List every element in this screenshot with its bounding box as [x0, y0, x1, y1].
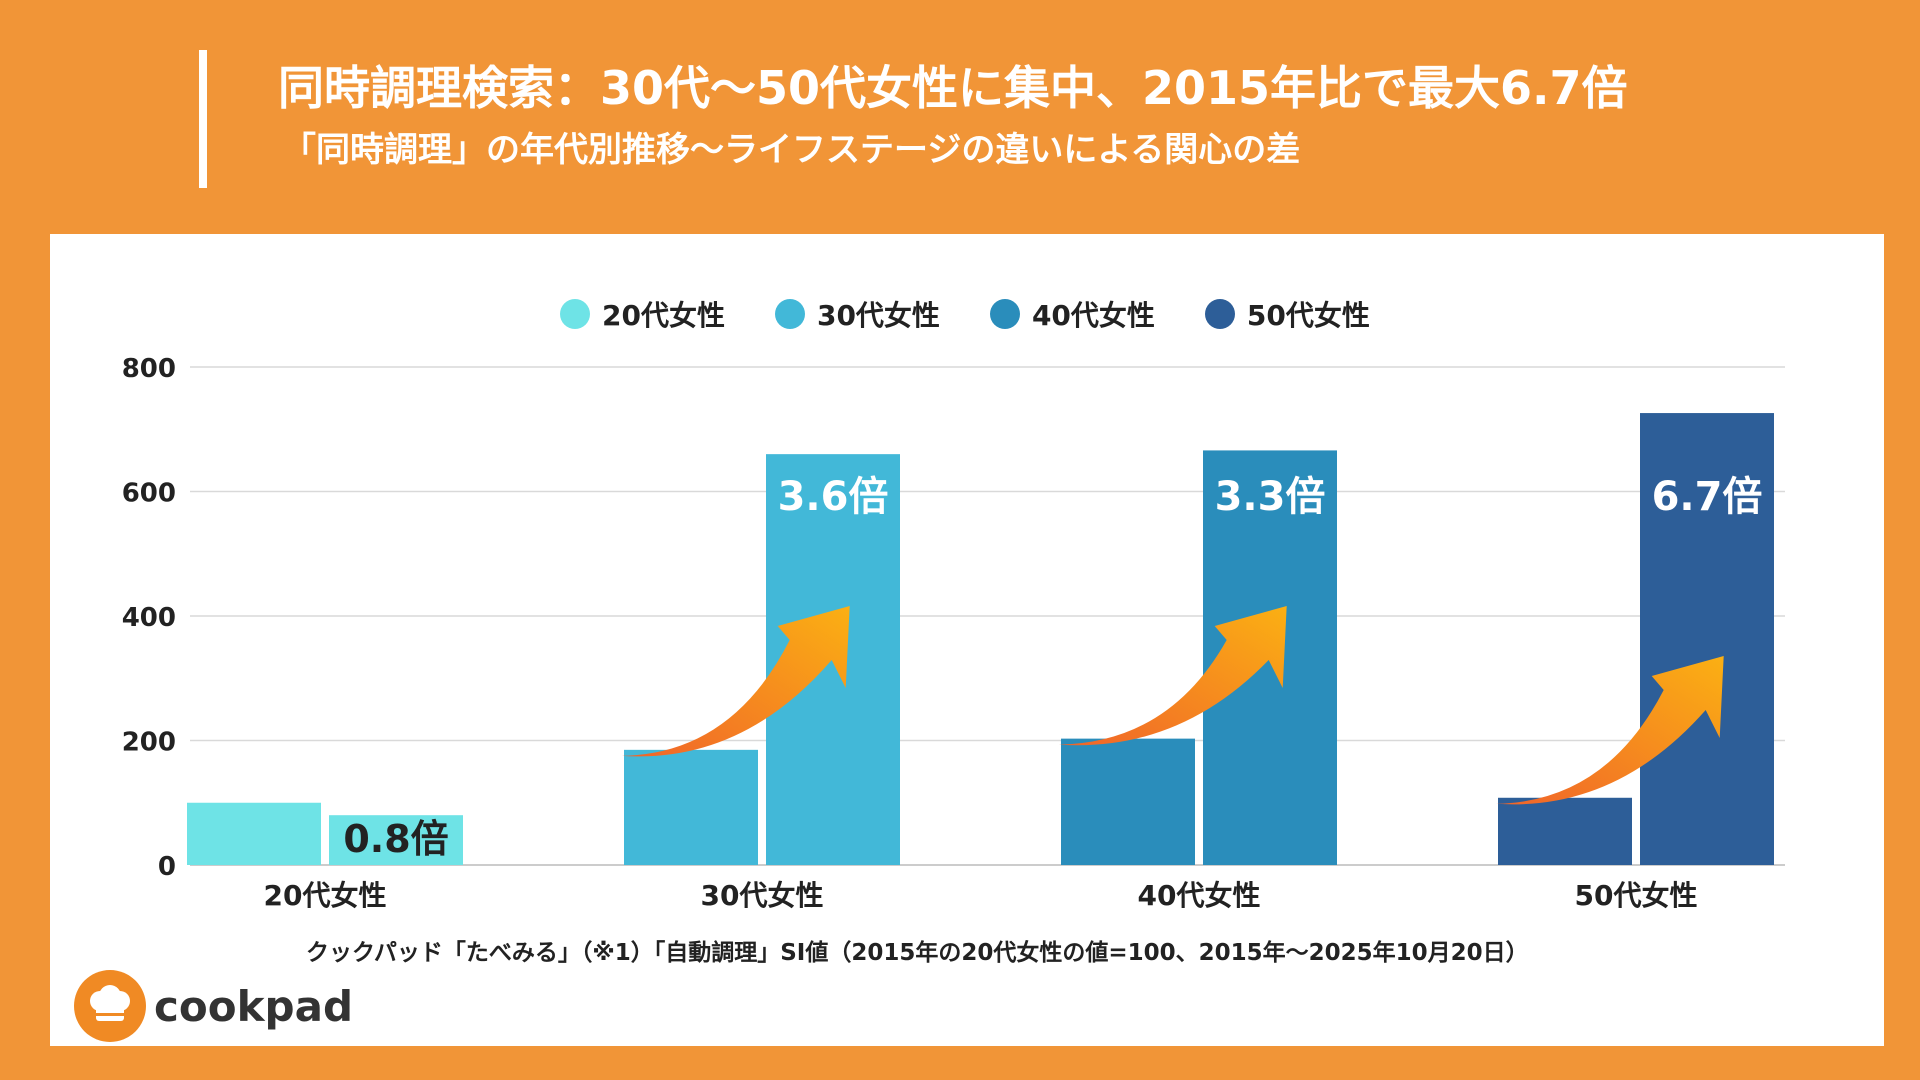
bar-2015 [187, 802, 321, 865]
legend-swatch [989, 299, 1020, 329]
legend-label: 50代女性 [1246, 299, 1370, 332]
logo-text: cookpad [154, 981, 354, 1031]
chart-legend: 20代女性 30代女性 40代女性 50代女性 [560, 294, 1420, 334]
x-tick-label: 50代女性 [1575, 879, 1698, 912]
growth-arrow [622, 606, 850, 757]
chart-panel [50, 234, 1884, 1046]
bar-2015 [1498, 797, 1632, 865]
legend-item: 50代女性 [1204, 294, 1370, 334]
page-title: 同時調理検索：30代～50代女性に集中、2015年比で最大6.7倍 [278, 61, 1628, 115]
y-tick-label: 0 [158, 852, 176, 882]
ratio-label: 3.6倍 [778, 474, 889, 520]
legend-label: 30代女性 [816, 299, 940, 332]
x-tick-label: 20代女性 [264, 879, 387, 912]
legend-swatch [560, 299, 590, 329]
source-footnote: クックパッド「たべみる」（※1）「自動調理」SI値（2015年の20代女性の値=… [306, 940, 1529, 966]
y-tick-label: 600 [122, 479, 176, 509]
bar-2025 [329, 815, 463, 865]
growth-arrow [1059, 606, 1287, 746]
chef-hat-icon [74, 970, 146, 1042]
cookpad-logo: cookpad [74, 970, 353, 1042]
x-tick-label: 30代女性 [701, 879, 824, 912]
bar-2015 [624, 749, 758, 865]
title-accent-bar [199, 50, 207, 188]
growth-arrow [1496, 656, 1724, 805]
page-subtitle: 「同時調理」の年代別推移～ライフステージの違いによる関心の差 [282, 130, 1301, 170]
legend-label: 20代女性 [602, 299, 725, 332]
legend-swatch [774, 299, 805, 329]
legend-item: 20代女性 [560, 294, 725, 334]
legend-item: 40代女性 [989, 294, 1155, 334]
ratio-label: 3.3倍 [1215, 474, 1326, 520]
ratio-label: 6.7倍 [1652, 474, 1763, 520]
y-tick-label: 200 [122, 728, 176, 758]
legend-swatch [1204, 299, 1235, 329]
legend-label: 40代女性 [1031, 299, 1155, 332]
bar-2025 [1640, 413, 1774, 865]
bar-2015 [1061, 738, 1195, 865]
y-tick-label: 800 [122, 354, 176, 384]
y-tick-label: 400 [122, 603, 176, 633]
x-tick-label: 40代女性 [1138, 879, 1261, 912]
legend-item: 30代女性 [774, 294, 940, 334]
ratio-label: 0.8倍 [343, 817, 448, 861]
